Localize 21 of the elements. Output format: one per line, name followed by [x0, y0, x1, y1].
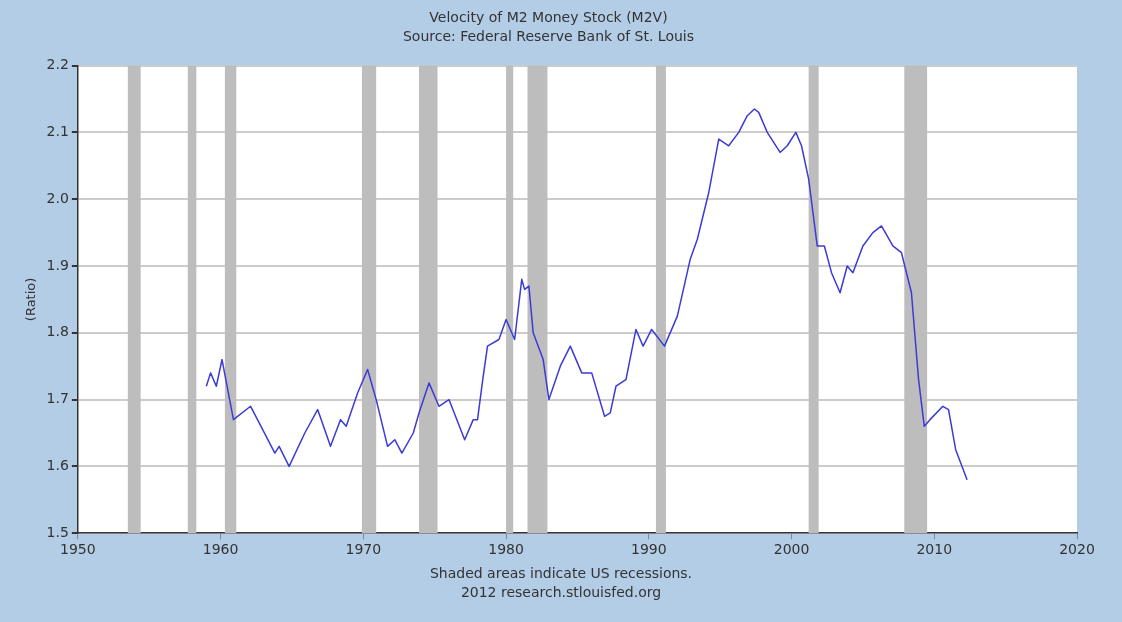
chart-subtitle: Source: Federal Reserve Bank of St. Louis	[402, 27, 695, 44]
x-tick-label: 1990	[630, 541, 667, 558]
x-tick-label: 1950	[60, 541, 96, 558]
y-tick-label: 1.6	[46, 457, 69, 474]
x-tick-label: 2020	[1059, 541, 1095, 558]
text: 2012 research.stlouisfed.org	[459, 583, 663, 602]
y-tick-label: 1.7	[46, 390, 69, 407]
x-tick-label: 1960	[202, 541, 239, 558]
y-tick-label: 2.0	[46, 189, 69, 206]
y-axis-title: (Ratio)	[23, 277, 39, 322]
x-tick-label: 1980	[488, 541, 524, 558]
x-tick-label: 1970	[345, 541, 382, 558]
y-tick-label: 2.2	[46, 56, 69, 73]
y-tick-label: 1.5	[46, 523, 69, 540]
y-tick-label: 2.1	[46, 123, 69, 140]
text: Shaded areas indicate US recessions.	[428, 564, 694, 583]
y-tick-label: 1.8	[46, 323, 69, 340]
y-tick-label: 1.9	[46, 256, 69, 273]
x-tick-label: 2000	[773, 541, 810, 558]
chart-title: Velocity of M2 Money Stock (M2V)	[429, 9, 668, 26]
x-tick-label: 2010	[916, 541, 953, 558]
